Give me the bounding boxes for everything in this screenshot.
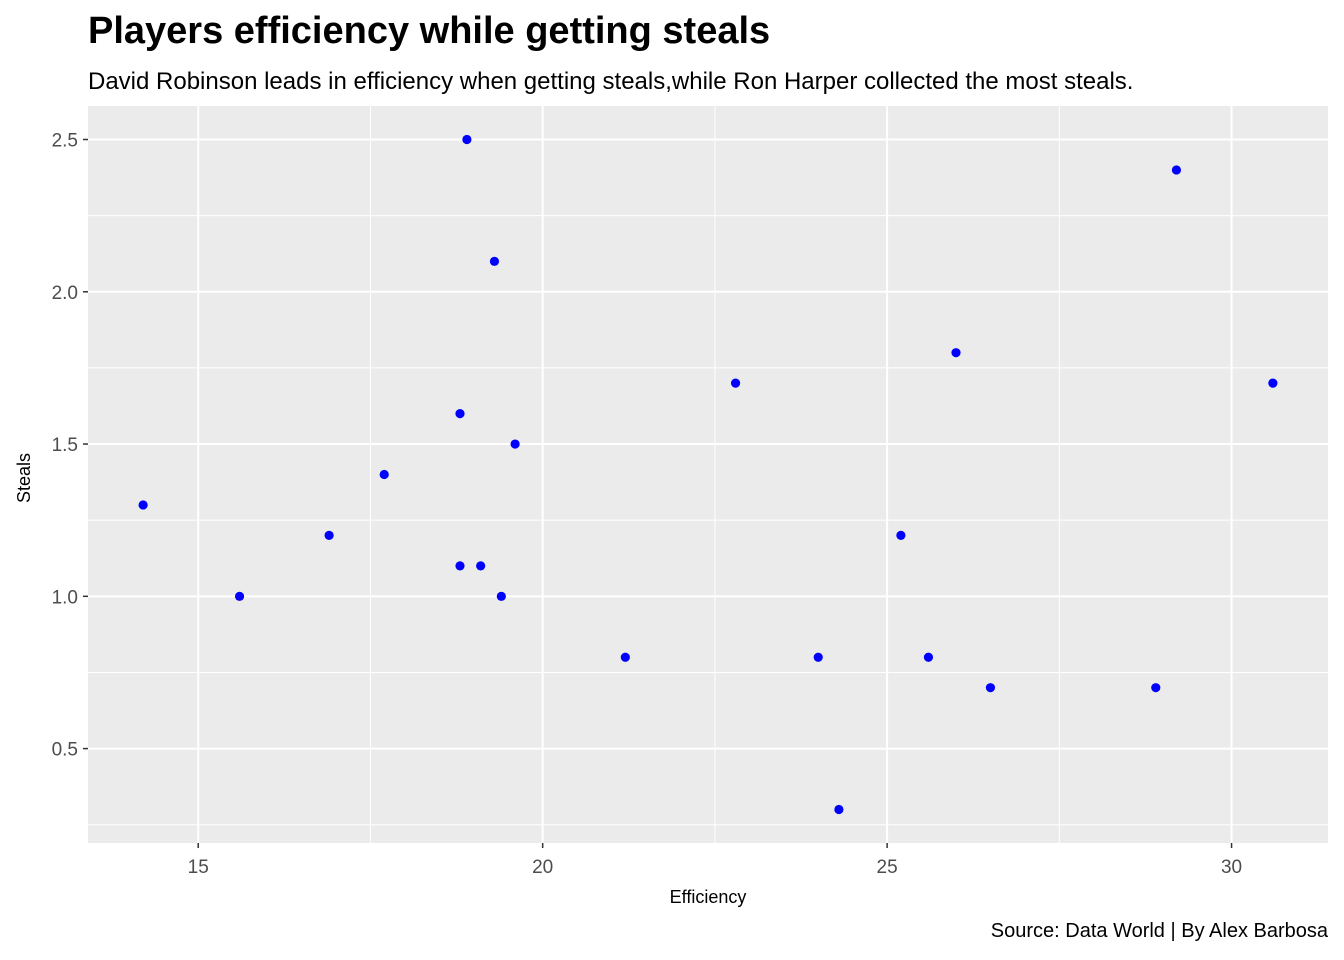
- y-axis-title: Steals: [14, 453, 34, 503]
- data-point: [510, 439, 520, 449]
- data-point: [923, 652, 934, 662]
- x-tick-label: 15: [188, 857, 209, 878]
- data-points: [138, 134, 1278, 815]
- data-point: [462, 134, 472, 145]
- data-point: [234, 591, 245, 601]
- chart-title: Players efficiency while getting steals: [88, 10, 771, 52]
- data-point: [834, 804, 844, 815]
- data-point: [896, 530, 906, 541]
- chart-caption: Source: Data World | By Alex Barbosa: [990, 920, 1328, 942]
- data-point: [813, 652, 823, 662]
- x-tick-label: 20: [532, 857, 553, 878]
- data-point: [951, 348, 961, 358]
- y-axis-ticks: 0.5 1.0 1.5 2.0 2.5: [52, 131, 88, 761]
- y-tick-label: 0.5: [52, 740, 78, 761]
- data-point: [1268, 378, 1278, 388]
- data-point: [379, 469, 389, 480]
- chart-subtitle: David Robinson leads in efficiency when …: [88, 68, 1134, 95]
- y-tick-label: 1.0: [52, 587, 78, 608]
- y-tick-label: 2.5: [52, 131, 78, 152]
- major-gridlines: [88, 106, 1328, 843]
- data-point: [1151, 683, 1161, 693]
- data-point: [455, 408, 465, 419]
- x-tick-label: 30: [1221, 857, 1242, 878]
- data-point: [730, 378, 741, 388]
- data-point: [324, 530, 334, 541]
- data-point: [496, 591, 506, 601]
- data-point: [620, 652, 630, 662]
- x-axis-ticks: 15 20 25 30: [188, 843, 1242, 878]
- data-point: [476, 561, 486, 571]
- x-axis-title: Efficiency: [670, 887, 747, 907]
- y-tick-label: 1.5: [52, 435, 78, 456]
- y-tick-label: 2.0: [52, 283, 78, 304]
- data-point: [489, 256, 500, 266]
- data-point: [1171, 165, 1182, 175]
- data-point: [985, 683, 996, 693]
- plot-panel: [88, 106, 1328, 843]
- data-point: [138, 500, 148, 510]
- data-point: [455, 561, 465, 571]
- minor-gridlines: [88, 106, 1328, 843]
- x-tick-label: 25: [877, 857, 898, 878]
